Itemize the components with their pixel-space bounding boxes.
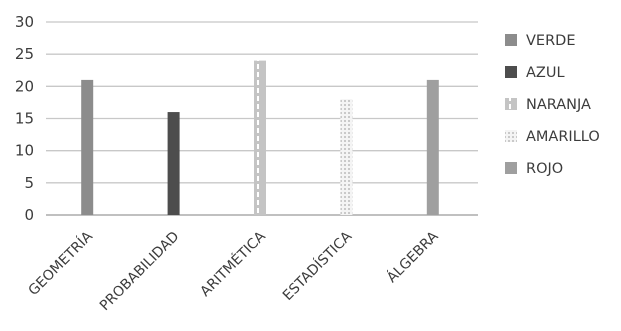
legend-swatch-verde — [505, 34, 517, 46]
legend-swatch-azul — [505, 66, 517, 78]
legend: VERDE AZUL NARANJA AMARILLO ROJO — [505, 33, 600, 177]
bar-probabilidad — [167, 112, 180, 215]
y-tick-label: 30 — [15, 13, 34, 31]
legend-label-verde: VERDE — [526, 33, 575, 49]
y-tick-label: 0 — [24, 206, 34, 224]
x-tick-label: GEOMETRÍA — [25, 228, 96, 299]
bar-estadística — [340, 99, 353, 215]
x-tick-label: ARITMÉTICA — [197, 228, 269, 300]
y-tick-label: 5 — [24, 174, 34, 192]
y-tick-label: 15 — [15, 110, 34, 128]
legend-label-naranja: NARANJA — [526, 97, 591, 113]
legend-swatch-naranja — [505, 98, 517, 110]
y-tick-label: 20 — [15, 77, 34, 95]
bar-álgebra — [426, 79, 439, 216]
y-tick-label: 25 — [15, 45, 34, 63]
legend-label-azul: AZUL — [526, 65, 565, 81]
x-tick-label: ÁLGEBRA — [383, 228, 442, 287]
bar-geometría — [81, 79, 94, 216]
bars — [81, 60, 439, 216]
legend-label-amarillo: AMARILLO — [526, 129, 600, 145]
legend-swatch-rojo — [505, 162, 517, 174]
bar-aritmética — [254, 60, 266, 215]
x-tick-label: ESTADÍSTICA — [279, 228, 355, 304]
x-axis: GEOMETRÍA PROBABILIDAD ARITMÉTICA ESTADÍSTI… — [25, 228, 442, 315]
y-tick-label: 10 — [15, 142, 34, 160]
legend-label-rojo: ROJO — [526, 161, 563, 177]
legend-swatch-amarillo — [505, 130, 517, 142]
x-tick-label: PROBABILIDAD — [97, 229, 183, 315]
